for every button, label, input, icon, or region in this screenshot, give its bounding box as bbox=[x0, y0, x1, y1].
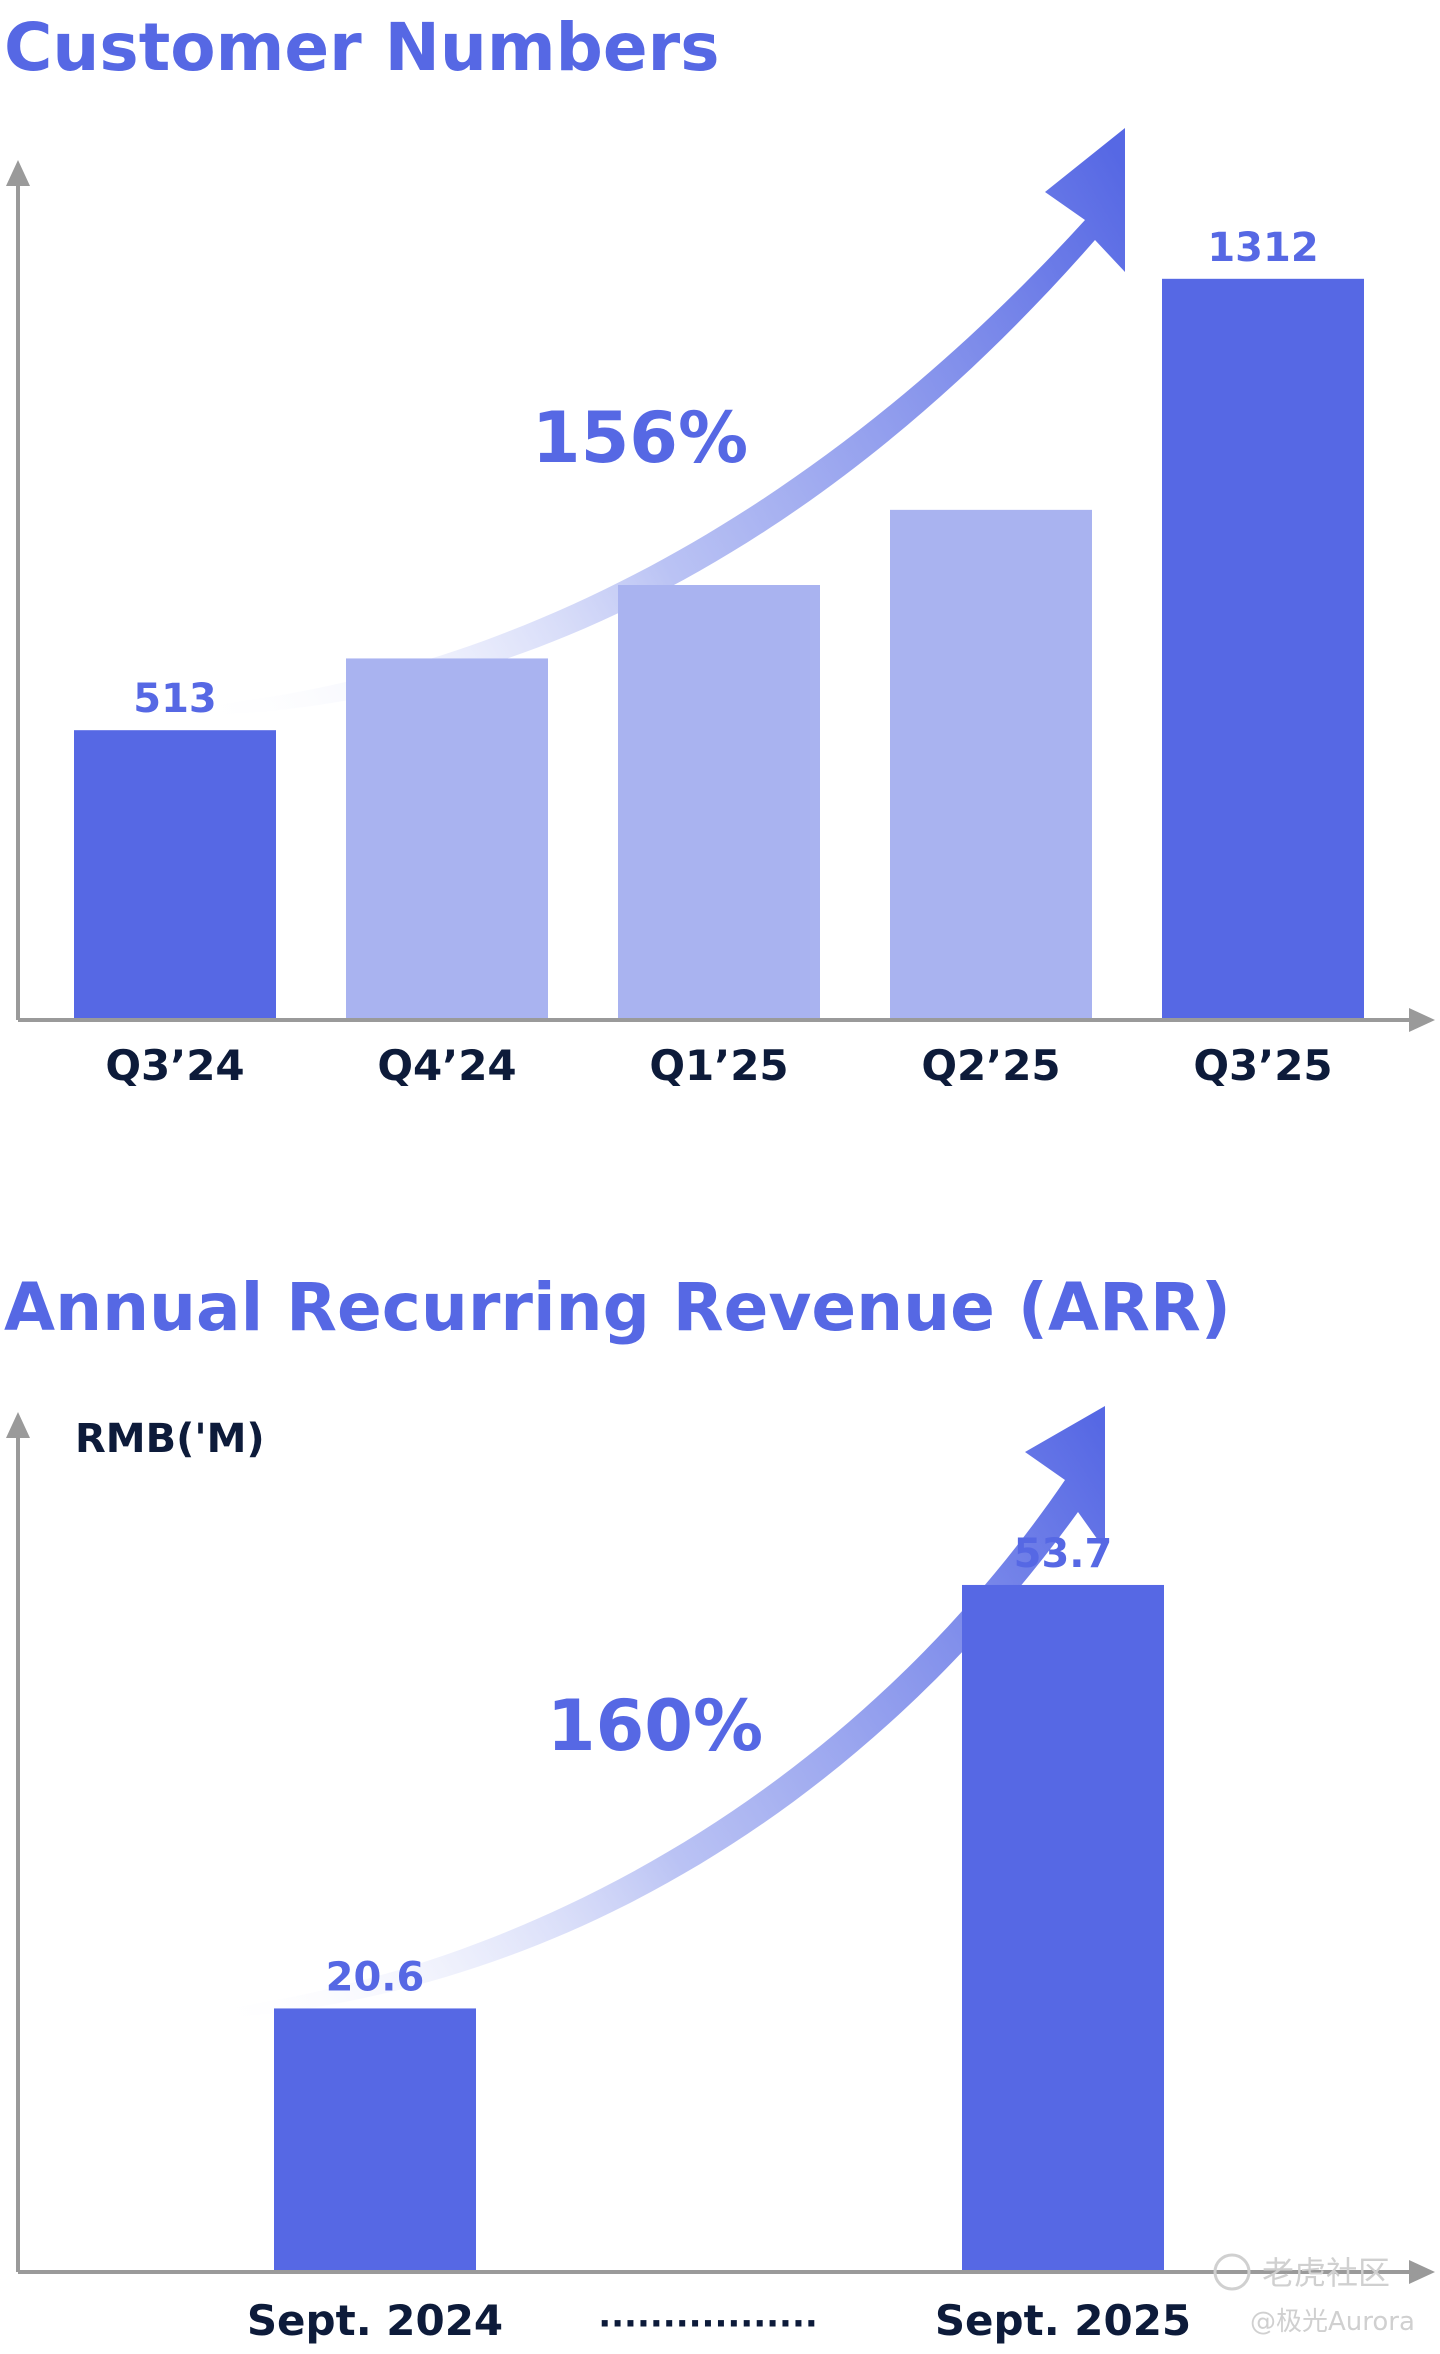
x-tick-label-1: Sept. 2024 bbox=[247, 2296, 503, 2345]
x-tick-label-2: Sept. 2025 bbox=[935, 2296, 1191, 2345]
bar-2 bbox=[346, 658, 548, 1020]
x-tick-label-1: Q3’24 bbox=[105, 1041, 244, 1090]
bar-5 bbox=[1162, 278, 1364, 1021]
bar-group: 20.6 Sept. 2024 53.7 Sept. 2025 bbox=[247, 1531, 1191, 2345]
bar-1 bbox=[274, 2008, 476, 2272]
data-label-5: 1312 bbox=[1207, 225, 1318, 271]
data-label-2: 53.7 bbox=[1014, 1531, 1113, 1577]
bar-1 bbox=[74, 730, 276, 1020]
bar-2 bbox=[962, 1584, 1164, 2272]
x-tick-label-5: Q3’25 bbox=[1193, 1041, 1332, 1090]
bar-4 bbox=[890, 509, 1092, 1020]
growth-label: 156% bbox=[532, 397, 748, 479]
growth-label: 160% bbox=[547, 1685, 763, 1767]
x-tick-label-2: Q4’24 bbox=[377, 1041, 516, 1090]
watermark-logo-icon bbox=[1213, 2253, 1251, 2291]
customer-numbers-chart: Customer Numbers 156% 513 Q3’24 Q4’24 Q1’25… bbox=[4, 9, 1435, 1090]
bar-3 bbox=[618, 585, 820, 1020]
chart-title: Annual Recurring Revenue (ARR) bbox=[4, 1269, 1231, 1346]
arr-chart: Annual Recurring Revenue (ARR) RMB('M) 1… bbox=[4, 1269, 1435, 2345]
x-tick-label-4: Q2’25 bbox=[921, 1041, 1060, 1090]
watermark: 老虎社区 @极光Aurora bbox=[1213, 2253, 1415, 2337]
chart-title: Customer Numbers bbox=[4, 9, 720, 86]
watermark-line-2: @极光Aurora bbox=[1250, 2307, 1415, 2337]
data-label-1: 513 bbox=[133, 676, 217, 722]
axis-separator-dots: ················· bbox=[598, 2304, 818, 2344]
y-axis-unit-label: RMB('M) bbox=[75, 1416, 265, 1462]
axes bbox=[6, 160, 1435, 1032]
watermark-line-1: 老虎社区 bbox=[1262, 2254, 1390, 2292]
x-tick-label-3: Q1’25 bbox=[649, 1041, 788, 1090]
axes bbox=[6, 1412, 1435, 2284]
bar-group: 513 Q3’24 Q4’24 Q1’25 Q2’25 1312 Q3’25 bbox=[74, 225, 1364, 1090]
data-label-1: 20.6 bbox=[326, 1954, 425, 2000]
